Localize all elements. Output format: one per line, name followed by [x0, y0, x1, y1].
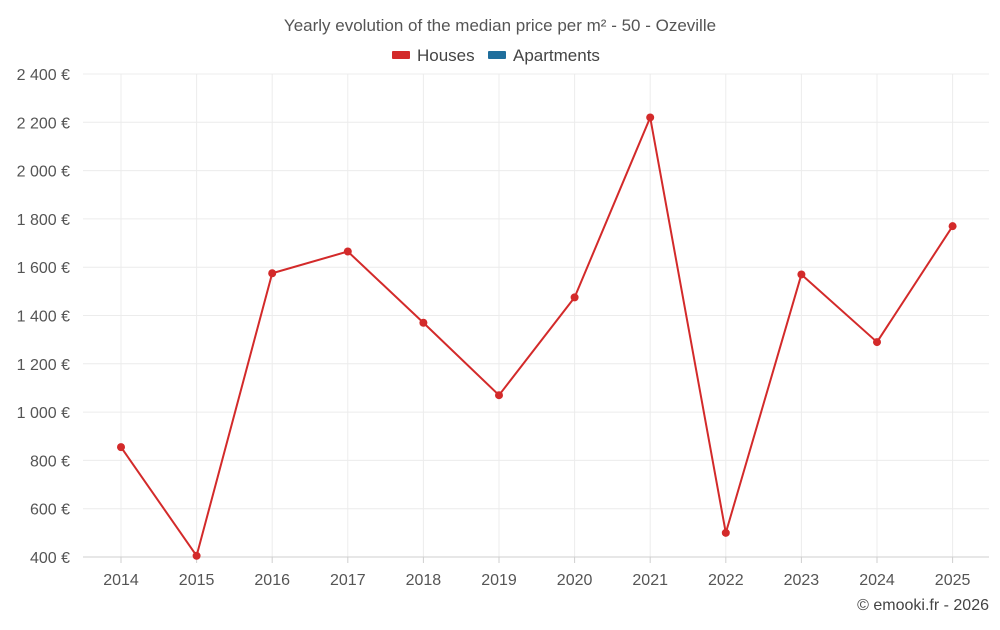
x-tick-label: 2020	[557, 572, 593, 589]
x-tick-label: 2019	[481, 572, 517, 589]
legend: Houses Apartments	[392, 46, 600, 65]
data-point-houses-2016	[268, 269, 277, 278]
x-tick-label: 2016	[254, 572, 290, 589]
data-point-houses-2024	[873, 338, 881, 347]
legend-label-houses: Houses	[417, 46, 475, 65]
data-point-houses-2017	[343, 247, 352, 256]
data-point-houses-2021	[646, 113, 655, 122]
data-point-houses-2025	[948, 222, 957, 231]
legend-item-apartments[interactable]: Apartments	[488, 46, 600, 65]
y-tick-label: 2 000 €	[17, 164, 70, 181]
y-tick-label: 2 400 €	[17, 67, 70, 84]
x-tick-label: 2015	[179, 572, 215, 589]
x-tick-label: 2017	[330, 572, 366, 589]
x-tick-label: 2014	[103, 572, 139, 589]
legend-swatch-apartments	[488, 51, 506, 59]
credit-text: © emooki.fr - 2026	[857, 597, 989, 614]
data-point-houses-2020	[570, 293, 579, 302]
series-line-houses	[120, 116, 954, 557]
data-point-houses-2014	[117, 443, 125, 452]
x-tick-label: 2024	[859, 572, 895, 589]
y-tick-label: 1 800 €	[17, 212, 70, 229]
series-layer	[117, 113, 957, 560]
x-tick-label: 2018	[406, 572, 442, 589]
x-tick-label: 2025	[935, 572, 971, 589]
y-tick-label: 1 400 €	[17, 309, 70, 326]
y-tick-label: 800 €	[30, 453, 70, 470]
chart-title: Yearly evolution of the median price per…	[284, 16, 716, 35]
x-tick-label: 2021	[632, 572, 668, 589]
data-point-houses-2022	[721, 528, 730, 537]
legend-label-apartments: Apartments	[513, 46, 600, 65]
x-tick-label: 2023	[784, 572, 820, 589]
data-point-houses-2023	[797, 270, 806, 279]
x-tick-label: 2022	[708, 572, 744, 589]
y-tick-label: 1 200 €	[17, 357, 70, 374]
axis-layer: 400 € 600 € 800 € 1 000 € 1 200 € 1 400 € 1 60…	[17, 67, 989, 589]
data-point-houses-2015	[192, 551, 201, 560]
data-point-houses-2018	[419, 318, 428, 327]
data-point-houses-2019	[495, 391, 503, 400]
grid-layer	[83, 73, 989, 557]
y-tick-label: 1 600 €	[17, 260, 70, 277]
y-tick-label: 600 €	[30, 502, 70, 519]
y-tick-label: 400 €	[30, 550, 70, 567]
legend-swatch-houses	[392, 51, 410, 59]
y-tick-label: 1 000 €	[17, 405, 70, 422]
y-tick-label: 2 200 €	[17, 115, 70, 132]
legend-item-houses[interactable]: Houses	[392, 46, 475, 65]
